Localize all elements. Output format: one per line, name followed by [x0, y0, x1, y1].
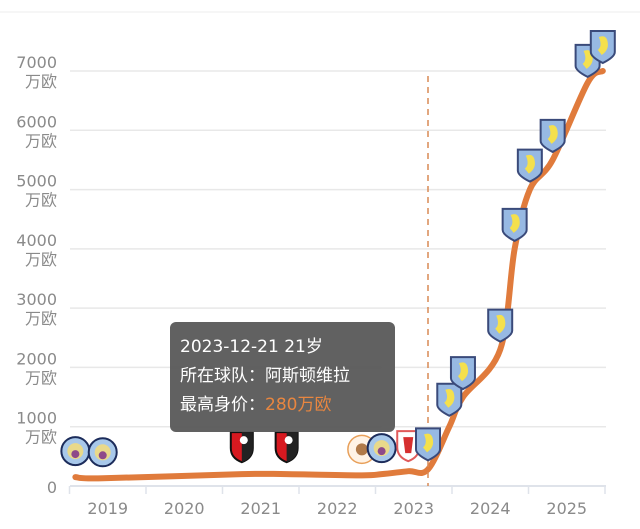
- y-tick-label: 4000: [16, 231, 57, 250]
- y-tick-label: 2000: [16, 349, 57, 368]
- y-tick-unit: 万欧: [25, 191, 57, 210]
- x-tick-label: 2021: [240, 499, 281, 518]
- aston-villa-crest-icon[interactable]: [436, 382, 463, 417]
- aston-villa-crest-icon[interactable]: [501, 207, 528, 242]
- y-tick-label: 5000: [16, 172, 57, 191]
- x-tick-label: 2019: [87, 499, 128, 518]
- y-tick-label: 7000: [16, 53, 57, 72]
- x-tick-label: 2022: [317, 499, 358, 518]
- tooltip-value-row: 最高身价：280万欧: [180, 391, 395, 420]
- y-tick-label: 6000: [16, 112, 57, 131]
- tooltip: 2023-12-21 21岁 所在球队：阿斯顿维拉 最高身价：280万欧: [170, 322, 395, 432]
- aston-villa-crest-icon[interactable]: [589, 30, 616, 65]
- tooltip-team: 阿斯顿维拉: [265, 366, 350, 386]
- x-tick-label: 2024: [470, 499, 511, 518]
- y-tick-unit: 万欧: [25, 131, 57, 150]
- aston-villa-crest-icon[interactable]: [574, 43, 601, 78]
- y-tick-label: 3000: [16, 290, 57, 309]
- tooltip-value: 280万欧: [265, 395, 332, 415]
- man-city-crest-icon[interactable]: [60, 436, 91, 467]
- tooltip-team-label: 所在球队：: [180, 366, 265, 386]
- bournemouth-crest-icon[interactable]: [229, 431, 254, 464]
- bournemouth-crest-icon[interactable]: [274, 431, 299, 464]
- y-tick-unit: 万欧: [25, 250, 57, 269]
- y-tick-unit: 万欧: [25, 72, 57, 91]
- tooltip-value-label: 最高身价：: [180, 395, 265, 415]
- man-city-crest-icon[interactable]: [366, 433, 397, 464]
- y-tick-unit: 万欧: [25, 309, 57, 328]
- tooltip-team-row: 所在球队：阿斯顿维拉: [180, 362, 395, 391]
- aston-villa-crest-icon[interactable]: [516, 148, 543, 183]
- aston-villa-crest-icon[interactable]: [539, 118, 566, 154]
- y-tick-label: 1000: [16, 409, 57, 428]
- y-tick-unit: 万欧: [25, 368, 57, 387]
- x-tick-label: 2025: [546, 499, 587, 518]
- aston-villa-crest-icon[interactable]: [415, 427, 441, 462]
- x-tick-label: 2020: [164, 499, 205, 518]
- x-tick-label: 2023: [393, 499, 434, 518]
- y-tick-label: 0: [47, 478, 57, 497]
- man-city-crest-icon[interactable]: [87, 437, 118, 468]
- y-tick-unit: 万欧: [25, 428, 57, 447]
- tooltip-date-age: 2023-12-21 21岁: [180, 337, 323, 357]
- aston-villa-crest-icon[interactable]: [449, 356, 476, 391]
- aston-villa-crest-icon[interactable]: [487, 308, 514, 343]
